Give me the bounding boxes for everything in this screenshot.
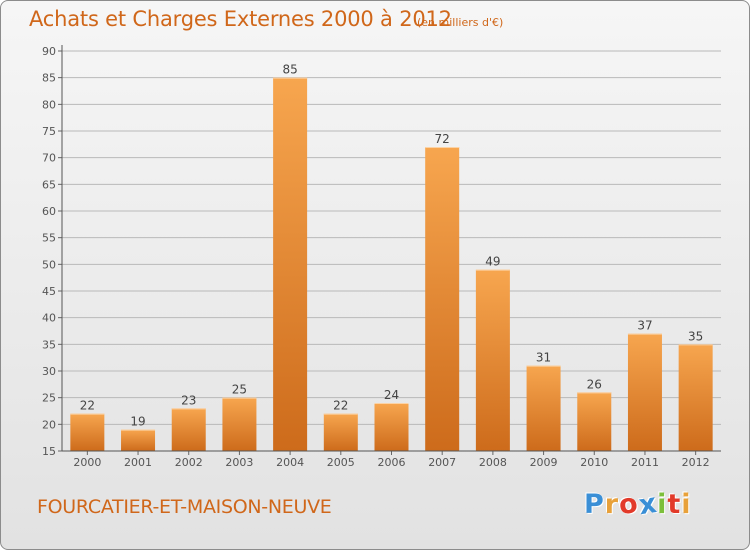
bar (273, 77, 308, 452)
bars (70, 77, 713, 452)
value-label: 24 (384, 388, 399, 402)
y-tick-label: 30 (42, 365, 56, 378)
logo-letter: r (604, 489, 620, 520)
y-tick-label: 45 (42, 285, 56, 298)
bar (171, 408, 206, 451)
x-tick-label: 2007 (428, 456, 456, 469)
value-label: 35 (688, 329, 703, 343)
y-tick-label: 80 (42, 98, 56, 111)
labels: 15 20 25 30 35 40 45 50 55 60 65 70 75 80 85 90 22 2000 19… (42, 45, 710, 469)
bar (526, 365, 561, 451)
y-tick-label: 70 (42, 152, 56, 165)
value-label: 37 (637, 319, 652, 333)
y-tick-label: 90 (42, 45, 56, 58)
x-tick-label: 2010 (580, 456, 608, 469)
value-label: 26 (587, 377, 602, 391)
bar (577, 392, 612, 451)
x-tick-label: 2001 (124, 456, 152, 469)
x-tick-label: 2006 (378, 456, 406, 469)
y-tick-label: 15 (42, 445, 56, 458)
value-label: 25 (232, 383, 247, 397)
y-tick-label: 40 (42, 312, 56, 325)
proxiti-logo: Proxiti (584, 487, 692, 522)
logo-letter: i (657, 489, 668, 520)
value-label: 72 (435, 132, 450, 146)
x-tick-label: 2005 (327, 456, 355, 469)
x-tick-label: 2012 (682, 456, 710, 469)
value-label: 23 (181, 393, 196, 407)
bar (475, 269, 510, 451)
y-tick-label: 35 (42, 338, 56, 351)
logo-letter: t (667, 489, 682, 520)
value-label: 85 (282, 63, 297, 77)
x-tick-label: 2002 (175, 456, 203, 469)
x-tick-label: 2000 (73, 456, 101, 469)
value-label: 22 (333, 399, 348, 413)
x-tick-label: 2003 (225, 456, 253, 469)
x-tick-label: 2009 (530, 456, 558, 469)
value-label: 22 (80, 399, 95, 413)
value-label: 31 (536, 351, 551, 365)
y-tick-label: 55 (42, 232, 56, 245)
value-label: 19 (130, 415, 145, 429)
x-tick-label: 2011 (631, 456, 659, 469)
logo-letter: P (584, 489, 605, 520)
y-tick-label: 20 (42, 418, 56, 431)
x-tick-label: 2008 (479, 456, 507, 469)
y-tick-label: 85 (42, 72, 56, 85)
y-tick-label: 65 (42, 178, 56, 191)
bar (70, 413, 105, 451)
chart-unit: (en milliers d'€) (417, 16, 504, 29)
y-tick-label: 50 (42, 258, 56, 271)
bar (627, 333, 662, 451)
chart-title: Achats et Charges Externes 2000 à 2012 (29, 7, 452, 31)
bar (323, 413, 358, 451)
y-tick-label: 60 (42, 205, 56, 218)
x-tick-label: 2004 (276, 456, 304, 469)
bar (678, 344, 713, 451)
town-name: FOURCATIER-ET-MAISON-NEUVE (37, 496, 332, 518)
bar (121, 429, 156, 451)
bar (425, 147, 460, 451)
logo-letter: x (636, 487, 660, 522)
axes (58, 45, 721, 455)
bar (222, 397, 257, 451)
bar (374, 403, 409, 451)
y-tick-label: 75 (42, 125, 56, 138)
y-tick-label: 25 (42, 392, 56, 405)
value-label: 49 (485, 255, 500, 269)
logo-letter: i (681, 489, 692, 520)
